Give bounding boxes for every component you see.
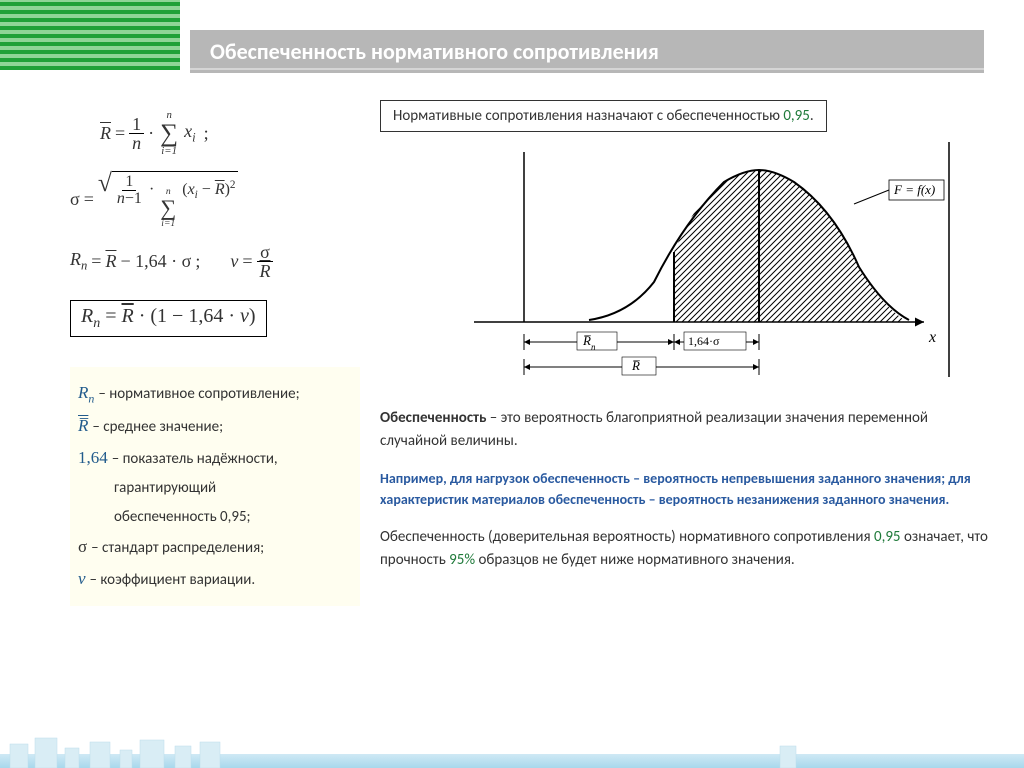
formula-row-rn-nu: Rn = R − 1,64 · σ ; ν= σR — [70, 243, 360, 280]
left-column: R = 1n · n∑i=1 xi ; σ= √ 1n−1 · n∑i=1 (x… — [70, 110, 360, 606]
formula-sigma: σ= √ 1n−1 · n∑i=1 (xi − R)2 — [70, 171, 360, 229]
svg-text:F = f(x): F = f(x) — [893, 182, 935, 197]
bell-curve-chart: F = f(x) R̅n 1,64·σ R̅ x — [394, 142, 954, 387]
footer-skyline — [0, 736, 1024, 768]
formula-mean: R = 1n · n∑i=1 xi ; — [100, 110, 360, 157]
svg-text:x: x — [928, 329, 936, 346]
paragraph-3: Обеспеченность (доверительная вероятност… — [380, 526, 994, 571]
header-stripes — [0, 0, 180, 70]
formula-boxed: Rn = R · (1 − 1,64 · ν) — [70, 300, 267, 337]
title-underline — [190, 68, 984, 70]
svg-text:R̅: R̅ — [631, 358, 640, 373]
paragraph-2: Например, для нагрузок обеспеченность – … — [380, 468, 994, 510]
right-column: Нормативные сопротивления назначают с об… — [380, 100, 994, 587]
legend-box: Rn – нормативное сопротивление; R̅ – сре… — [70, 367, 360, 606]
paragraph-1: Обеспеченность – это вероятность благопр… — [380, 407, 994, 452]
svg-text:1,64·σ: 1,64·σ — [688, 334, 720, 348]
page-title: Обеспеченность нормативного сопротивлени… — [190, 30, 984, 73]
note-box: Нормативные сопротивления назначают с об… — [380, 100, 827, 132]
